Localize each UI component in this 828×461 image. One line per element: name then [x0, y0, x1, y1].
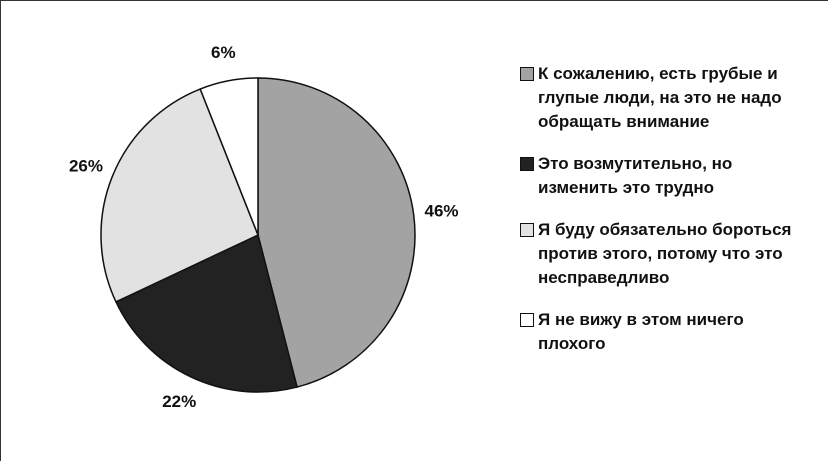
legend: К сожалению, есть грубые и глупые люди, …	[520, 62, 815, 374]
pie-slice	[199, 77, 259, 236]
legend-swatch	[520, 157, 534, 171]
legend-swatch	[520, 67, 534, 81]
data-label: 46%	[425, 201, 459, 220]
legend-label: Это возмутительно, но изменить это трудн…	[538, 154, 733, 197]
legend-swatch	[520, 223, 534, 237]
pie-slice	[100, 88, 259, 303]
data-label: 22%	[162, 392, 196, 411]
legend-label: Я буду обязательно бороться против этого…	[538, 220, 792, 287]
legend-label: К сожалению, есть грубые и глупые люди, …	[538, 64, 782, 131]
legend-swatch	[520, 313, 534, 327]
legend-item: Это возмутительно, но изменить это трудн…	[520, 152, 815, 200]
data-label: 26%	[69, 156, 103, 175]
pie-slice	[257, 77, 416, 388]
legend-label: Я не вижу в этом ничего плохого	[538, 310, 744, 353]
legend-item: К сожалению, есть грубые и глупые люди, …	[520, 62, 815, 134]
data-label: 6%	[211, 43, 236, 62]
pie-slice	[114, 233, 298, 393]
legend-item: Я буду обязательно бороться против этого…	[520, 218, 815, 290]
legend-item: Я не вижу в этом ничего плохого	[520, 308, 815, 356]
